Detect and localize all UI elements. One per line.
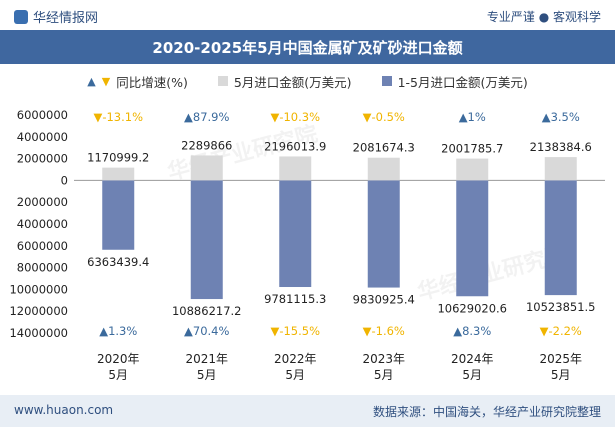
legend: ▲ ▼ 同比增速(%) 5月进口金额(万美元) 1-5月进口金额(万美元)	[0, 70, 615, 92]
legend-swatch-monthly	[217, 76, 228, 86]
footer-website: www.huaon.com	[14, 403, 114, 417]
footer: www.huaon.com 数据来源：中国海关，华经产业研究院整理	[0, 395, 615, 427]
growth-label-monthly: ▲87.9%	[184, 110, 229, 124]
legend-label-monthly: 5月进口金额(万美元)	[233, 74, 352, 90]
bar-monthly	[279, 156, 312, 181]
growth-label-cumulative: ▲8.3%	[453, 324, 491, 338]
growth-label-monthly: ▼-13.1%	[93, 110, 143, 124]
legend-label-growth: 同比增速(%)	[116, 74, 188, 90]
legend-swatch-cumulative	[381, 76, 392, 86]
growth-label-cumulative: ▲70.4%	[184, 324, 229, 338]
data-label-monthly: 2289866	[181, 138, 232, 152]
y-tick-label: 4000000	[17, 130, 68, 144]
y-tick-label: 4000000	[17, 217, 68, 231]
top-bar: 华经情报网 专业严谨 ● 客观科学	[0, 0, 615, 30]
bar-cumulative	[102, 180, 135, 250]
data-label-monthly: 2001785.7	[441, 142, 503, 156]
y-tick-label: 6000000	[17, 239, 68, 253]
data-label-cumulative: 10629020.6	[437, 301, 507, 315]
data-label-monthly: 2196013.9	[264, 139, 326, 153]
bar-cumulative	[456, 180, 489, 297]
down-triangle-icon: ▼	[101, 74, 111, 88]
bar-monthly	[367, 157, 400, 181]
growth-label-monthly: ▼-0.5%	[363, 110, 405, 124]
data-label-cumulative: 6363439.4	[87, 255, 149, 269]
bar-cumulative	[279, 180, 312, 288]
brand: 华经情报网	[14, 7, 98, 26]
tagline: 专业严谨 ● 客观科学	[486, 10, 601, 24]
x-tick-label: 2023年 5月	[362, 352, 405, 382]
data-label-monthly: 2081674.3	[353, 141, 415, 155]
data-label-cumulative: 9781115.3	[264, 292, 326, 306]
y-tick-label: 10000000	[9, 282, 68, 296]
growth-label-cumulative: ▼-1.6%	[363, 324, 405, 338]
x-tick-label: 2021年 5月	[185, 352, 228, 382]
brand-logo-icon	[14, 9, 28, 24]
legend-item-cumulative: 1-5月进口金额(万美元)	[381, 70, 528, 92]
bar-monthly	[190, 155, 223, 181]
y-tick-label: 8000000	[17, 261, 68, 275]
up-triangle-icon: ▲	[87, 74, 96, 88]
legend-label-cumulative: 1-5月进口金额(万美元)	[397, 74, 528, 90]
data-label-monthly: 2138384.6	[530, 140, 592, 154]
growth-label-monthly: ▲3.5%	[542, 110, 580, 124]
chart-svg: 华经产业研究院华经产业研究院60000004000000200000002000…	[9, 108, 605, 382]
legend-item-growth: ▲ ▼ 同比增速(%)	[87, 70, 188, 92]
data-label-cumulative: 10523851.5	[526, 300, 596, 314]
x-tick-label: 2024年 5月	[451, 352, 494, 382]
growth-label-cumulative: ▼-2.2%	[540, 324, 582, 338]
bar-cumulative	[544, 180, 577, 296]
bar-monthly	[456, 158, 489, 181]
x-tick-label: 2025年 5月	[539, 352, 582, 382]
bar-monthly	[102, 167, 135, 181]
data-label-cumulative: 9830925.4	[353, 293, 415, 307]
x-tick-label: 2020年 5月	[97, 352, 140, 382]
data-label-monthly: 1170999.2	[87, 151, 149, 165]
y-tick-label: 12000000	[9, 304, 68, 318]
y-tick-label: 14000000	[9, 326, 68, 340]
y-tick-label: 0	[61, 173, 68, 187]
bar-cumulative	[367, 180, 400, 288]
growth-label-cumulative: ▼-15.5%	[270, 324, 320, 338]
bar-cumulative	[190, 180, 223, 300]
y-tick-label: 6000000	[17, 108, 68, 122]
x-tick-label: 2022年 5月	[274, 352, 317, 382]
growth-label-monthly: ▼-10.3%	[270, 110, 320, 124]
bar-monthly	[544, 157, 577, 181]
data-label-cumulative: 10886217.2	[172, 304, 242, 318]
y-tick-label: 2000000	[17, 152, 68, 166]
chart-title: 2020-2025年5月中国金属矿及矿砂进口金额	[0, 30, 615, 64]
y-tick-label: 2000000	[17, 195, 68, 209]
footer-source: 数据来源：中国海关，华经产业研究院整理	[372, 405, 601, 419]
legend-item-monthly: 5月进口金额(万美元)	[217, 70, 352, 92]
growth-label-cumulative: ▲1.3%	[99, 324, 137, 338]
brand-name: 华经情报网	[33, 11, 99, 26]
growth-label-monthly: ▲1%	[459, 110, 486, 124]
